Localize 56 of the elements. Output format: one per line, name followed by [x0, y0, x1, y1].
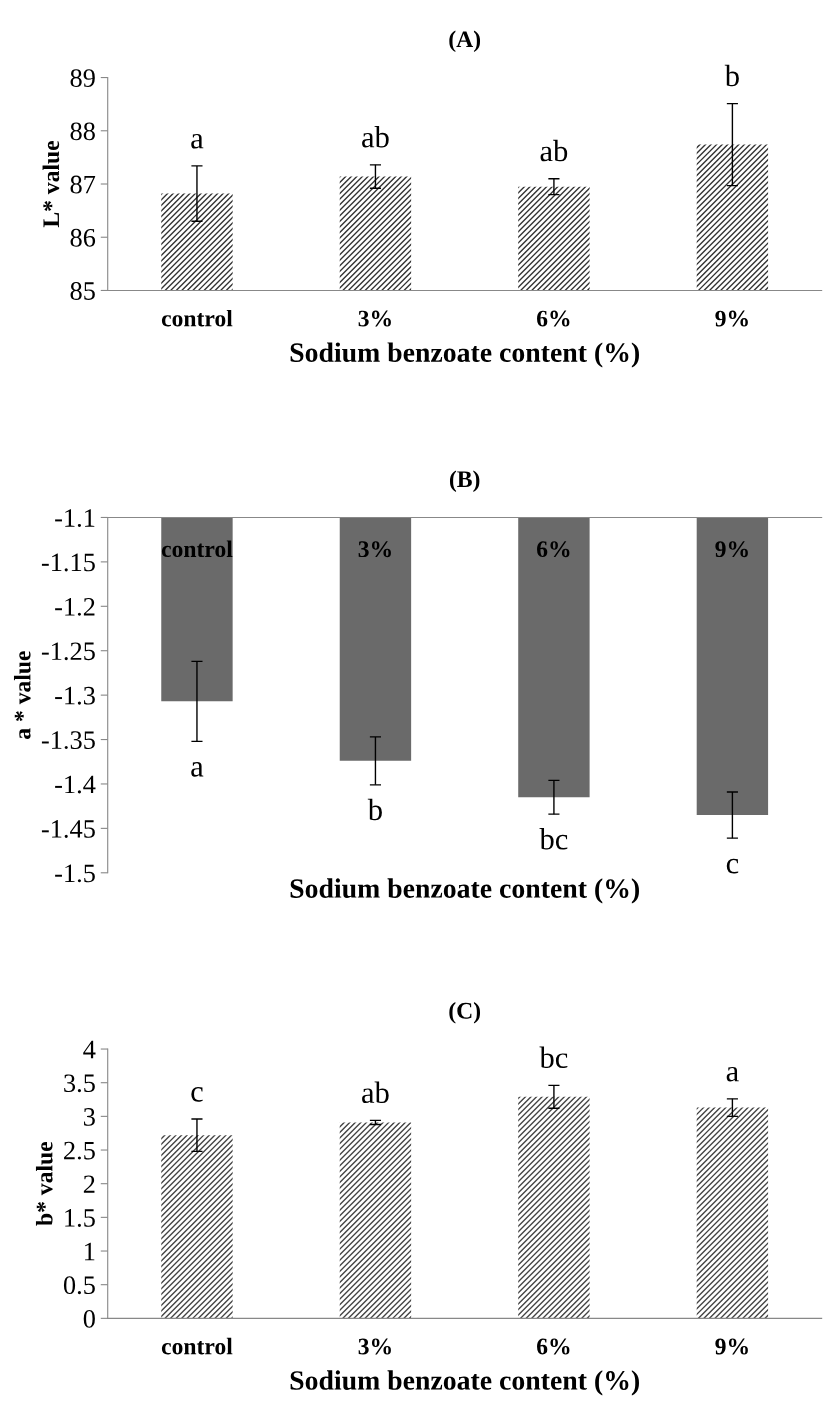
chart-title: (A) — [449, 30, 481, 53]
y-tick-label: 0.5 — [63, 1276, 95, 1295]
x-tick-label: 9% — [715, 310, 748, 327]
annotation: ab — [362, 126, 389, 148]
y-tick-label: 88 — [70, 122, 95, 141]
y-tick-label: -1.15 — [41, 553, 95, 572]
x-axis-title: Sodium benzoate content (%) — [290, 1370, 639, 1396]
y-tick-label: 86 — [70, 228, 96, 247]
y-axis-title: L* value — [42, 141, 60, 228]
y-tick-label: -1.35 — [41, 731, 95, 750]
y-tick-label: -1.2 — [55, 597, 95, 616]
y-tick-label: 3 — [83, 1108, 95, 1126]
x-tick-label: 3% — [358, 1338, 391, 1355]
y-tick-label: 4 — [83, 1040, 96, 1059]
x-tick-label: 6% — [537, 1338, 570, 1355]
y-tick-label: -1.3 — [55, 686, 95, 705]
x-tick-label: 6% — [537, 541, 570, 558]
annotation: b — [724, 64, 739, 87]
x-tick-label: 6% — [537, 310, 570, 327]
y-tick-label: 1.5 — [65, 1209, 95, 1227]
y-tick-label: 2 — [83, 1175, 95, 1193]
x-tick-label: 3% — [358, 310, 391, 327]
annotation: bc — [539, 828, 568, 850]
chart-title: (C) — [449, 1002, 481, 1024]
annotation: c — [191, 1087, 203, 1102]
annotation: ab — [540, 139, 568, 162]
annotation: bc — [539, 1046, 568, 1069]
annotation: a — [191, 133, 204, 149]
x-tick-label: 3% — [358, 541, 391, 558]
x-axis-title: Sodium benzoate content (%) — [290, 878, 639, 904]
x-tick-label: control — [161, 309, 233, 327]
y-tick-label: 89 — [70, 69, 95, 87]
chart-title: (B) — [449, 470, 480, 492]
y-tick-label: -1.1 — [55, 509, 95, 527]
annotation: ab — [362, 1081, 389, 1104]
annotation: a — [726, 1066, 739, 1082]
x-tick-label: 9% — [715, 541, 748, 558]
x-tick-label: 9% — [715, 1338, 748, 1355]
y-tick-label: 3.5 — [64, 1074, 95, 1093]
x-tick-label: control — [161, 1337, 233, 1355]
y-tick-label: 85 — [70, 282, 95, 300]
annotation: b — [367, 798, 382, 821]
annotation: a — [191, 762, 204, 777]
y-tick-label: 1 — [85, 1242, 95, 1261]
x-axis-title: Sodium benzoate content (%) — [290, 342, 639, 368]
x-tick-label: control — [161, 540, 233, 558]
y-tick-label: 0 — [83, 1309, 95, 1328]
annotation: c — [726, 858, 739, 874]
y-tick-label: -1.25 — [41, 642, 95, 661]
y-tick-label: -1.4 — [55, 775, 96, 794]
y-tick-label: -1.45 — [41, 820, 95, 838]
y-tick-label: 87 — [70, 175, 96, 194]
y-axis-title: a * value — [13, 651, 31, 739]
y-axis-title: b* value — [35, 1141, 53, 1226]
y-tick-label: 2.5 — [64, 1141, 95, 1160]
y-tick-label: -1.5 — [55, 864, 95, 883]
